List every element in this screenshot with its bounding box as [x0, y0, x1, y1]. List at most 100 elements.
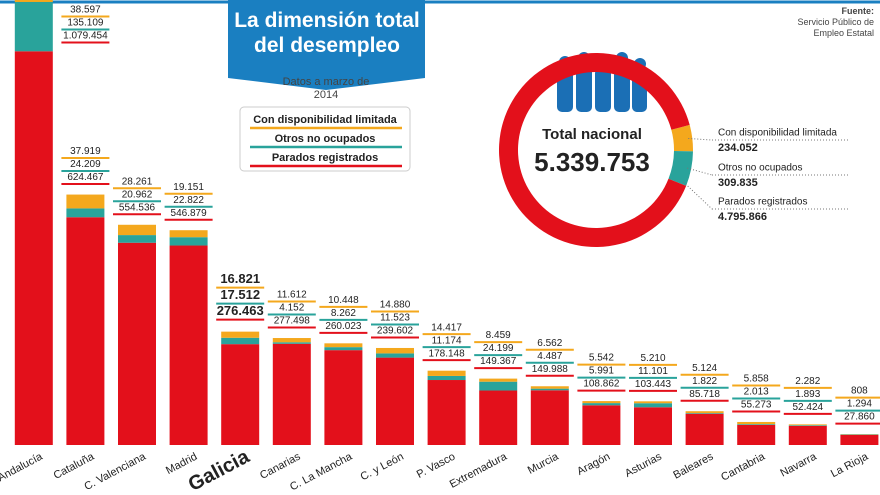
bar-segment [14, 1, 53, 52]
value-label: 1.893 [795, 389, 820, 400]
value-label: 108.862 [583, 379, 620, 390]
x-tick-label: C. y León [359, 451, 406, 484]
x-tick-label: Asturias [623, 450, 664, 479]
bar-segment [530, 386, 569, 389]
bar-segment [272, 343, 311, 445]
bar-segment [685, 411, 724, 414]
x-tick-label: Canarias [258, 450, 303, 481]
bar-segment [272, 342, 311, 344]
bar-segment [582, 401, 621, 404]
bar-segment [427, 370, 466, 376]
value-label: 28.261 [122, 176, 153, 187]
bar-segment [427, 375, 466, 381]
value-label: 277.498 [274, 316, 311, 327]
value-label: 11.612 [277, 290, 307, 301]
chart-subtitle: Datos a marzo de 2014 [282, 76, 370, 101]
leader-line [687, 167, 713, 176]
value-label: 55.273 [741, 400, 772, 411]
value-label: 11.101 [638, 366, 668, 377]
bar-segment [530, 390, 569, 445]
legend-label: Otros no ocupados [275, 133, 376, 145]
x-tick-label: Aragón [575, 451, 612, 478]
value-label: 103.443 [635, 379, 672, 390]
legend-box [239, 106, 411, 172]
bar-segment [324, 350, 363, 445]
bar-segment [324, 347, 363, 351]
slice-label: Parados registrados [718, 197, 808, 208]
bar-segment [634, 407, 672, 445]
value-label: 14.880 [380, 300, 411, 311]
bar-segment [66, 194, 105, 209]
value-label: 239.602 [377, 326, 414, 337]
value-label: 2.282 [795, 376, 820, 387]
value-label: 85.718 [689, 389, 720, 400]
bar-segment [634, 401, 672, 404]
chart-title: La dimensión total del desempleo [234, 9, 420, 57]
title-banner [228, 0, 425, 90]
value-label: 20.962 [122, 189, 153, 200]
value-label: 2.013 [744, 387, 769, 398]
bar-segment [427, 380, 466, 445]
bar-segment [840, 434, 879, 445]
value-label: 5.210 [640, 353, 665, 364]
value-label: 149.367 [480, 356, 517, 367]
x-tick-label: Andalucía [0, 450, 45, 484]
source-label: Fuente: [841, 6, 875, 16]
legend-label: Con disponibilidad limitada [253, 114, 397, 126]
bar-segment [479, 381, 518, 391]
x-tick-label: Galicia [185, 445, 254, 495]
slice-value: 4.795.866 [718, 211, 767, 223]
value-label: 5.542 [589, 353, 614, 364]
bar-segment [737, 421, 776, 425]
value-label: 10.448 [328, 295, 359, 306]
value-label: 11.174 [432, 335, 462, 346]
total-value: 5.339.753 [534, 147, 650, 177]
value-label: 149.988 [532, 364, 569, 375]
value-label: 38.597 [70, 5, 101, 16]
value-label: 1.079.454 [63, 31, 108, 42]
value-label: 5.858 [744, 374, 769, 385]
leader-line [688, 137, 713, 141]
bar-segment [685, 413, 724, 445]
value-label: 37.919 [70, 146, 101, 157]
bar-segment [376, 357, 414, 445]
legend-label: Parados registrados [272, 152, 378, 164]
leader-line [683, 181, 713, 210]
value-label: 22.822 [173, 195, 204, 206]
value-label: 8.459 [486, 330, 511, 341]
value-label: 276.463 [217, 303, 264, 318]
bar-segment [66, 208, 105, 218]
value-label: 135.109 [67, 18, 104, 29]
value-label: 4.487 [537, 351, 562, 362]
bar-segment [685, 413, 724, 414]
value-label: 11.523 [380, 313, 410, 324]
source-box: Fuente: Servicio Público de Empleo Estat… [797, 6, 875, 38]
value-label: 16.821 [220, 271, 260, 286]
value-label: 4.152 [279, 303, 304, 314]
center-label: Total nacional [542, 126, 642, 143]
bar-segment [479, 390, 518, 445]
bar-segment [324, 343, 363, 348]
slice-label: Otros no ocupados [718, 163, 803, 174]
bar-segment [737, 424, 776, 445]
bar-segment [118, 235, 156, 243]
bar-segment [479, 378, 518, 382]
bar-segment [582, 405, 621, 445]
bar-segment [530, 388, 569, 391]
x-tick-label: Murcia [526, 450, 562, 477]
value-label: 624.467 [67, 172, 104, 183]
bar-segment [14, 0, 53, 2]
bar-segment [169, 237, 208, 246]
center-label-bg [538, 124, 654, 144]
bar-segment [272, 338, 311, 343]
bar-segment [788, 425, 827, 445]
x-tick-label: Cantabria [719, 450, 768, 483]
slice-value: 309.835 [718, 177, 758, 189]
bar-segment [221, 337, 260, 345]
slice-value: 234.052 [718, 142, 758, 154]
x-tick-label: Cataluña [52, 450, 97, 482]
x-tick-label: Navarra [778, 450, 819, 479]
value-label: 24.199 [483, 343, 514, 354]
x-tick-label: Baleares [671, 450, 715, 481]
